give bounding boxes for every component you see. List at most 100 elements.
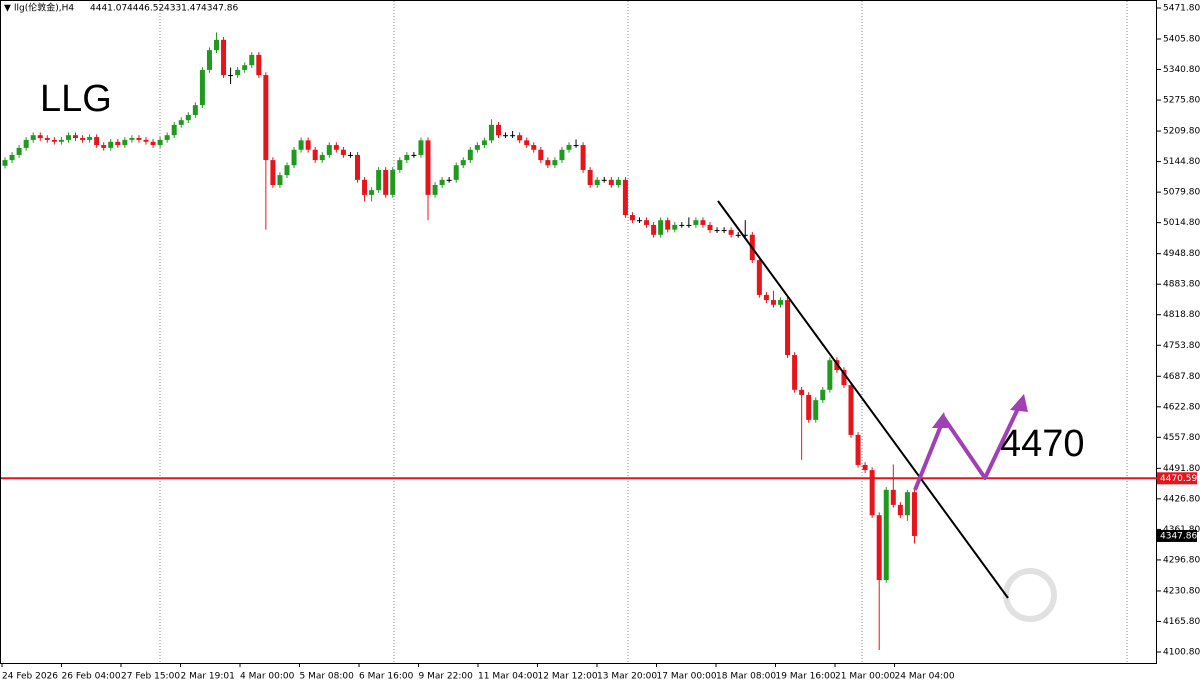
candle-body — [263, 75, 269, 161]
x-tick-label: 17 Mar 00:00 — [657, 672, 717, 682]
y-tick-label: 4100.80 — [1163, 648, 1200, 658]
candle-body — [876, 515, 882, 581]
candle-body — [404, 154, 410, 161]
annotation-llg: LLG — [40, 78, 112, 120]
candle-body — [390, 169, 396, 195]
candle-body — [256, 54, 262, 76]
candle-body — [157, 139, 163, 146]
candle-body — [164, 135, 170, 140]
candle-body — [439, 179, 445, 185]
candle-body — [587, 169, 593, 185]
candle-body — [65, 135, 71, 140]
candle-body — [2, 160, 8, 166]
candle-body — [700, 220, 706, 225]
candle-body — [848, 385, 854, 435]
level-label: 4470.59 — [1160, 474, 1197, 484]
candle-body — [235, 69, 241, 76]
candle-body — [531, 145, 537, 150]
candle-body — [150, 141, 156, 146]
candle-body — [122, 139, 128, 146]
candle-body — [171, 124, 177, 136]
y-tick-label: 5209.80 — [1163, 127, 1200, 137]
candle-body — [355, 154, 360, 180]
candle-body — [580, 145, 586, 170]
candle-body — [573, 145, 579, 147]
y-tick-label: 5405.80 — [1163, 35, 1200, 45]
level-tag — [1157, 472, 1197, 485]
last-price-label: 4347.86 — [1160, 531, 1197, 541]
candle-body — [453, 165, 459, 180]
y-tick-label: 5079.80 — [1163, 188, 1200, 198]
candle-body — [16, 147, 22, 155]
candle-body — [305, 140, 311, 150]
candle-body — [221, 39, 227, 76]
y-tick-label: 4687.80 — [1163, 372, 1200, 382]
x-tick-label: 2 Mar 19:01 — [181, 672, 235, 682]
candle-body — [115, 141, 121, 146]
candle-body — [503, 135, 509, 137]
candle-body — [369, 190, 375, 195]
candle-body — [192, 105, 198, 116]
candle-body — [566, 145, 572, 150]
candle-body — [827, 360, 833, 390]
candle-body — [883, 489, 889, 581]
candle-body — [418, 140, 424, 155]
candle-body — [644, 220, 650, 225]
candle-body — [481, 140, 487, 146]
candle-body — [721, 230, 727, 232]
candle-body — [80, 138, 86, 140]
x-tick-label: 5 Mar 08:00 — [300, 672, 355, 682]
y-tick-label: 4230.80 — [1163, 586, 1200, 596]
forecast-path — [913, 399, 1024, 491]
menu-arrow[interactable]: ▼ — [4, 4, 11, 14]
candle-body — [87, 137, 93, 140]
y-tick-label: 4491.80 — [1163, 464, 1200, 474]
candle-body — [679, 224, 685, 226]
y-tick-label: 5340.80 — [1163, 65, 1200, 75]
candle-body — [228, 75, 234, 77]
candle-body — [101, 145, 107, 148]
y-tick-label: 4557.80 — [1163, 433, 1200, 443]
x-tick-label: 18 Mar 08:00 — [716, 672, 776, 682]
candle-body — [397, 160, 403, 170]
y-tick-label: 4165.80 — [1163, 617, 1200, 627]
candle-body — [249, 54, 255, 66]
x-tick-label: 9 Mar 22:00 — [419, 672, 474, 682]
candle-body — [411, 154, 417, 156]
y-tick-label: 5144.80 — [1163, 157, 1200, 167]
candle-body — [658, 220, 664, 235]
x-tick-label: 24 Mar 04:00 — [895, 672, 955, 682]
candle-body — [665, 220, 671, 230]
x-tick-label: 6 Mar 16:00 — [359, 672, 414, 682]
candle-body — [242, 65, 248, 70]
candle-body — [841, 370, 847, 386]
period-separators — [159, 1, 1128, 663]
candle-body — [383, 169, 389, 195]
candle-body — [467, 149, 473, 161]
candle-body — [707, 224, 713, 231]
candle-body — [425, 140, 431, 195]
x-tick-label: 27 Feb 15:00 — [121, 672, 180, 682]
candle-body — [488, 124, 494, 141]
candle-body — [672, 224, 678, 230]
candle-body — [869, 470, 875, 516]
candle-body — [862, 464, 868, 471]
x-tick-label: 4 Mar 00:00 — [240, 672, 295, 682]
candle-body — [136, 138, 142, 140]
x-tick-label: 12 Mar 12:00 — [538, 672, 598, 682]
candle-body — [545, 160, 551, 166]
y-tick-label: 4883.80 — [1163, 280, 1200, 290]
candle-body — [728, 230, 734, 235]
candle-body — [291, 149, 297, 166]
y-tick-label: 5471.80 — [1163, 4, 1200, 14]
candle-body — [552, 160, 558, 166]
candle-body — [693, 220, 699, 225]
candle-body — [629, 215, 635, 221]
y-tick-label: 4818.80 — [1163, 310, 1200, 320]
candle-body — [778, 300, 783, 305]
candle-body — [333, 145, 339, 150]
x-tick-label: 21 Mar 00:00 — [835, 672, 895, 682]
candle-body — [806, 394, 812, 420]
candle-body — [206, 50, 212, 70]
candle-body — [340, 149, 346, 155]
